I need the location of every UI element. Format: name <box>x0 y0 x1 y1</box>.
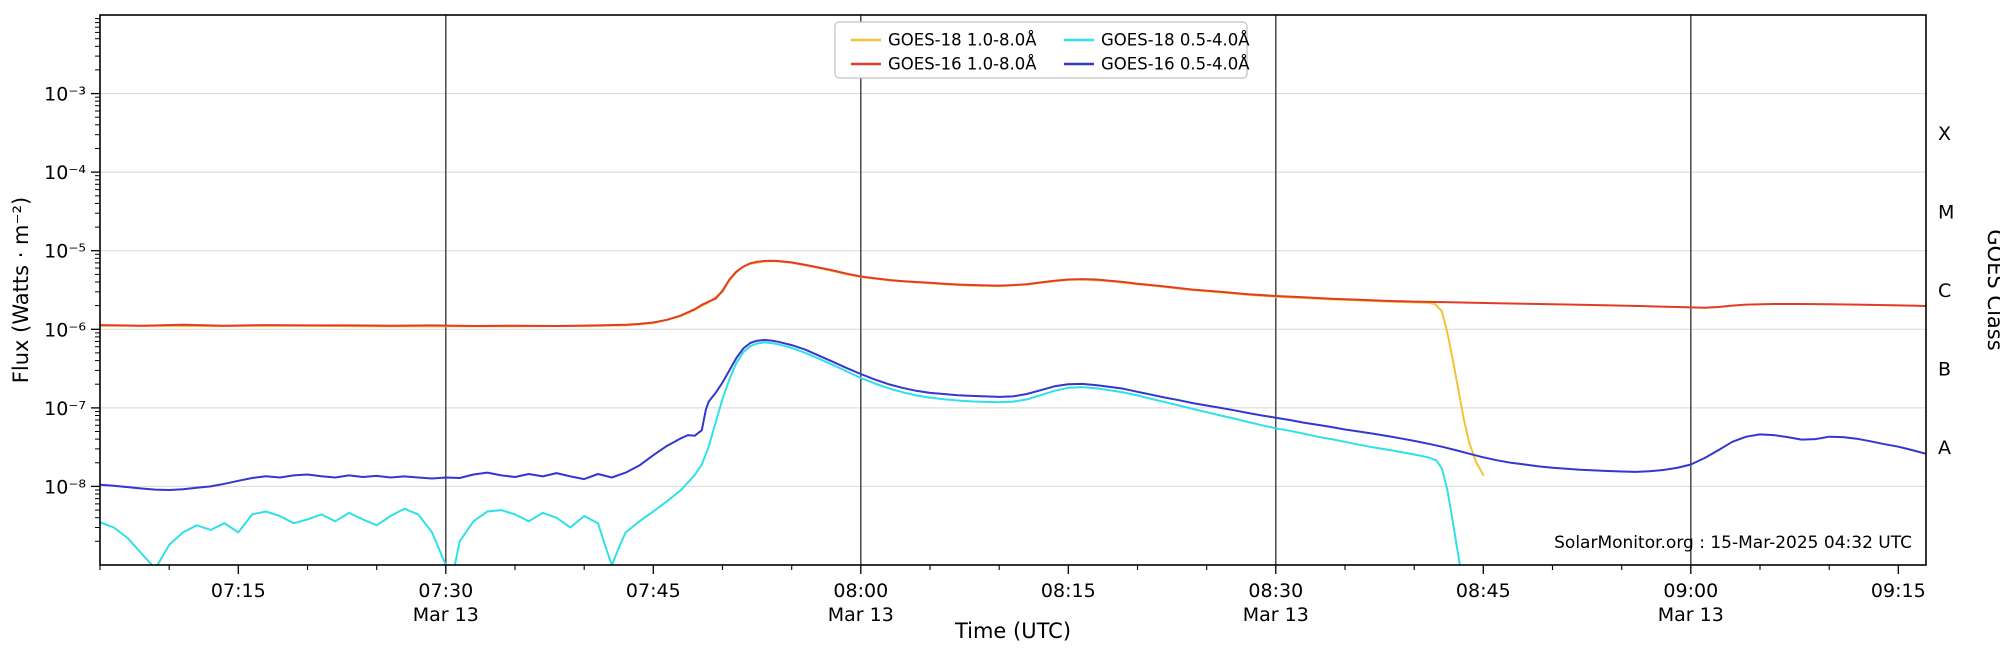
x-tick-label: 08:00 <box>833 580 888 602</box>
y-tick-label: 10⁻⁶ <box>44 319 86 341</box>
plot-frame <box>99 14 1927 566</box>
x-tick-date-label: Mar 13 <box>1243 604 1309 626</box>
x-tick-label: 07:45 <box>626 580 681 602</box>
y-tick-label: 10⁻⁴ <box>44 162 86 184</box>
x-tick-date-label: Mar 13 <box>413 604 479 626</box>
legend-box <box>834 21 1248 79</box>
goes-class-letter: M <box>1938 201 1954 223</box>
y-tick-label: 10⁻⁸ <box>44 476 86 498</box>
y-tick-label: 10⁻⁷ <box>44 398 86 420</box>
x-tick-date-label: Mar 13 <box>1658 604 1724 626</box>
goes-class-letter: C <box>1938 280 1951 302</box>
goes-class-letter: A <box>1938 437 1951 459</box>
legend-label-goes18-long: GOES-18 1.0-8.0Å <box>888 31 1037 50</box>
y-axis-title: Flux (Watts · m⁻²) <box>9 197 33 383</box>
right-axis-title: GOES Class <box>1983 229 2000 350</box>
legend-label-goes16-short: GOES-16 0.5-4.0Å <box>1101 55 1250 74</box>
x-tick-label: 08:45 <box>1456 580 1511 602</box>
x-tick-label: 08:15 <box>1041 580 1096 602</box>
x-tick-label: 09:00 <box>1663 580 1718 602</box>
x-tick-label: 09:15 <box>1871 580 1926 602</box>
goes-class-letter: B <box>1938 359 1951 381</box>
attribution-text: SolarMonitor.org : 15-Mar-2025 04:32 UTC <box>1554 533 1912 553</box>
x-tick-date-label: Mar 13 <box>828 604 894 626</box>
x-tick-label: 08:30 <box>1248 580 1303 602</box>
legend-label-goes16-long: GOES-16 1.0-8.0Å <box>888 55 1037 74</box>
legend-label-goes18-short: GOES-18 0.5-4.0Å <box>1101 31 1250 50</box>
x-axis-title: Time (UTC) <box>954 619 1071 643</box>
y-tick-label: 10⁻⁵ <box>44 241 86 263</box>
series-goes16-short <box>100 339 1926 491</box>
goes-class-letter: X <box>1938 123 1951 145</box>
series-goes16-long <box>100 259 1926 327</box>
x-tick-label: 07:30 <box>418 580 473 602</box>
series-goes18-short <box>100 341 1461 565</box>
x-tick-label: 07:15 <box>211 580 266 602</box>
y-tick-label: 10⁻³ <box>44 84 86 106</box>
